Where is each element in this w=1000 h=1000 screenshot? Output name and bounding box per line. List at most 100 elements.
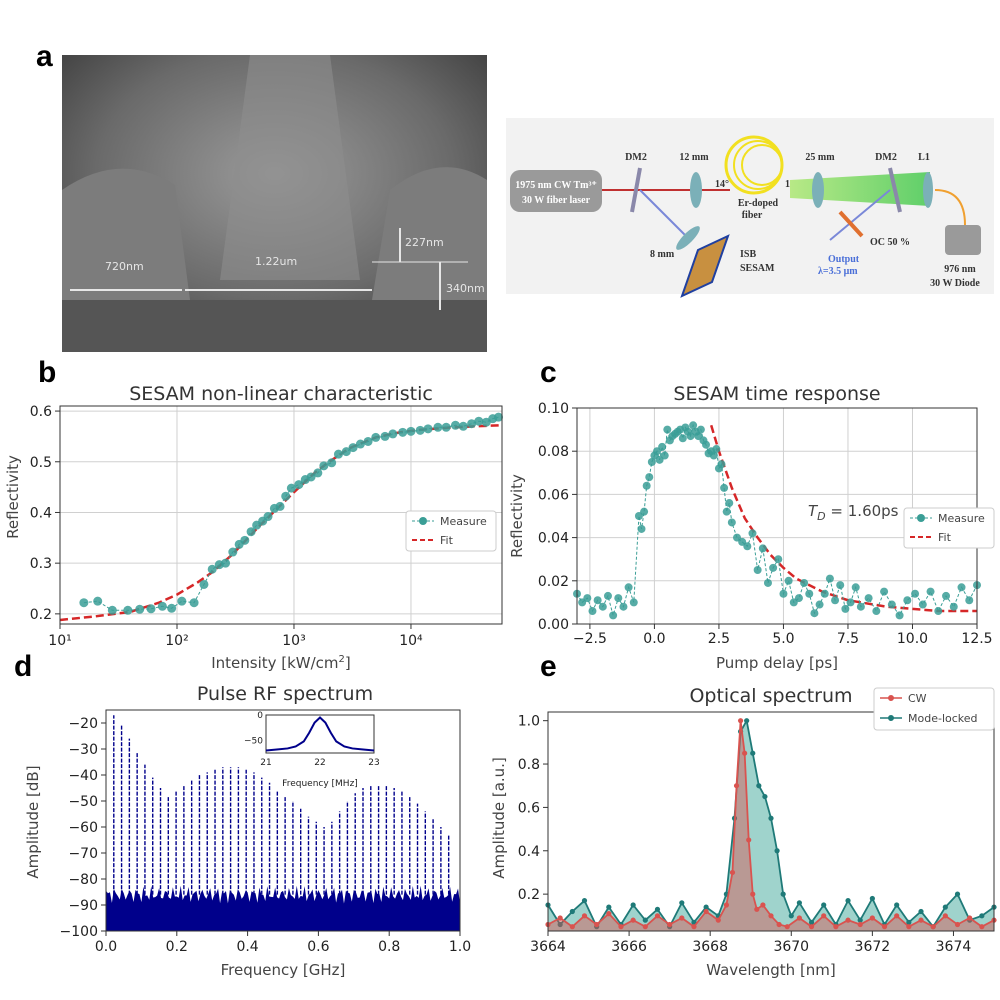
chart-e-cw-point [754, 906, 760, 912]
chart-b-measure-point [221, 558, 231, 568]
chart-c-title: SESAM time response [673, 383, 880, 405]
chart-b-measure-point [458, 421, 468, 431]
chart-e-cw-point [723, 902, 730, 908]
chart-c-measure-point [880, 587, 889, 596]
chart-c-measure-point [815, 600, 824, 609]
chart-c-measure-point [614, 594, 623, 603]
chart-e-cw-point [845, 917, 851, 923]
chart-c-measure-point [895, 611, 904, 620]
chart-e-modelocked-point [780, 891, 786, 897]
chart-e-ytick-label: 0.2 [518, 887, 540, 903]
chart-c-measure-point [794, 594, 803, 603]
chart-c-measure-point [647, 458, 656, 466]
chart-e-cw-point [930, 924, 936, 930]
chart-c-measure-point [965, 596, 974, 605]
chart-e-cw-point [746, 837, 752, 843]
chart-b-legend: Measure Fit [405, 510, 497, 552]
chart-e-modelocked-point [750, 750, 756, 756]
chart-e-modelocked-point [744, 718, 750, 724]
chart-c-measure-point [588, 607, 597, 616]
chart-c-measure-point [743, 542, 752, 551]
chart-e-cw-point [594, 921, 600, 928]
chart-b-measure-point [398, 427, 408, 437]
inset-xlabel: Frequency [MHz] [282, 779, 358, 789]
chart-e-cw-point [942, 913, 948, 919]
chart-e-cw-point [742, 750, 748, 756]
chart-d-xtick-label: 0.6 [307, 939, 329, 955]
chart-d-title: Pulse RF spectrum [197, 683, 373, 705]
chart-b-measure-point [294, 480, 304, 490]
sem-label-227: 227nm [405, 236, 444, 249]
chart-e-xtick-label: 3666 [611, 939, 647, 955]
chart-c-measure-point [640, 507, 649, 516]
chart-c-ytick-label: 0.00 [538, 617, 569, 633]
chart-c-measure-point [805, 589, 814, 598]
chart-e-modelocked-point [774, 848, 780, 854]
chart-b-measure-point [135, 604, 145, 614]
chart-b-ytick-label: 0.2 [30, 607, 52, 623]
dm2-right-label: DM2 [875, 152, 897, 163]
chart-b-frame [59, 405, 503, 625]
chart-e-modelocked-point [768, 815, 774, 821]
chart-c-measure-point [603, 591, 612, 600]
chart-e-xtick-label: 3670 [773, 939, 809, 955]
chart-c-measure-point [851, 583, 860, 592]
chart-b-ytick-label: 0.3 [30, 556, 52, 572]
chart-e-modelocked-point [906, 919, 912, 925]
chart-e-modelocked-point [762, 793, 768, 800]
chart-b-title: SESAM non-linear characteristic [129, 383, 433, 405]
chart-b-fit-line [59, 424, 503, 622]
chart-d-xtick-label: 0.4 [236, 939, 258, 955]
chart-e-cw-point [881, 924, 888, 930]
chart-c-measure-point [872, 607, 881, 616]
inset-ytick-label: −50 [244, 736, 263, 746]
chart-c-xtick-label: 12.5 [961, 631, 992, 647]
chart-c-measure-point [903, 596, 912, 605]
chart-c-measure-point [926, 587, 935, 596]
chart-e-ytick-label: 0.8 [518, 757, 540, 773]
chart-b-measure-point [327, 458, 337, 468]
chart-c-xlabel: Pump delay [ps] [716, 654, 838, 672]
chart-e-modelocked-point [606, 904, 612, 910]
chart-b-measure-point [355, 439, 365, 449]
chart-e-cw-point [768, 913, 774, 919]
chart-e-modelocked-point [703, 904, 709, 910]
chart-e-cw-point [808, 924, 815, 930]
chart-e-cw-point [691, 924, 697, 930]
sem-label-720: 720nm [105, 260, 144, 273]
chart-e-cw-point [979, 924, 985, 930]
sem-label-340: 340nm [446, 282, 485, 295]
chart-c-measure-point [717, 460, 726, 469]
chart-e-cw-point [869, 915, 875, 921]
chart-b-measure-point [207, 564, 217, 574]
chart-optical-spectrum: Optical spectrum Wavelength [nm] Amplitu… [490, 685, 997, 979]
chart-e-cw-point [906, 924, 912, 930]
chart-d-ytick-label: −60 [68, 820, 98, 836]
chart-c-measure-point [609, 611, 618, 620]
chart-b-measure-point [281, 491, 291, 501]
chart-c-xtick-label: 0.0 [643, 631, 665, 647]
chart-e-cw-point [894, 913, 900, 919]
chart-c-ytick-label: 0.04 [538, 531, 569, 547]
chart-e-cw-point [857, 921, 863, 928]
chart-d-xtick-label: 0.2 [166, 939, 188, 955]
chart-d-ytick-label: −20 [68, 716, 98, 732]
panel-label-c: c [540, 356, 557, 389]
chart-b-measure-point [319, 461, 329, 471]
chart-b-measure-point [433, 422, 443, 432]
lens-12-label: 12 mm [679, 152, 709, 163]
chart-d-ytick-label: −100 [60, 924, 98, 940]
chart-b-measure-point [415, 425, 425, 435]
chart-e-cw-point [618, 924, 624, 930]
chart-b-xtick-label: 10³ [282, 633, 305, 649]
chart-e-modelocked-point [630, 902, 636, 908]
laser-line-2: 30 W fiber laser [522, 195, 591, 206]
chart-c-xtick-label: −2.5 [573, 631, 607, 647]
chart-c-measure-point [583, 594, 592, 603]
chart-b-measure-point [363, 436, 373, 446]
output-line-1: Output [828, 254, 860, 265]
chart-e-xtick-label: 3674 [936, 939, 972, 955]
chart-d-ytick-label: −40 [68, 768, 98, 784]
chart-e-modelocked-point [942, 904, 948, 910]
chart-d-xtick-label: 0.8 [378, 939, 400, 955]
